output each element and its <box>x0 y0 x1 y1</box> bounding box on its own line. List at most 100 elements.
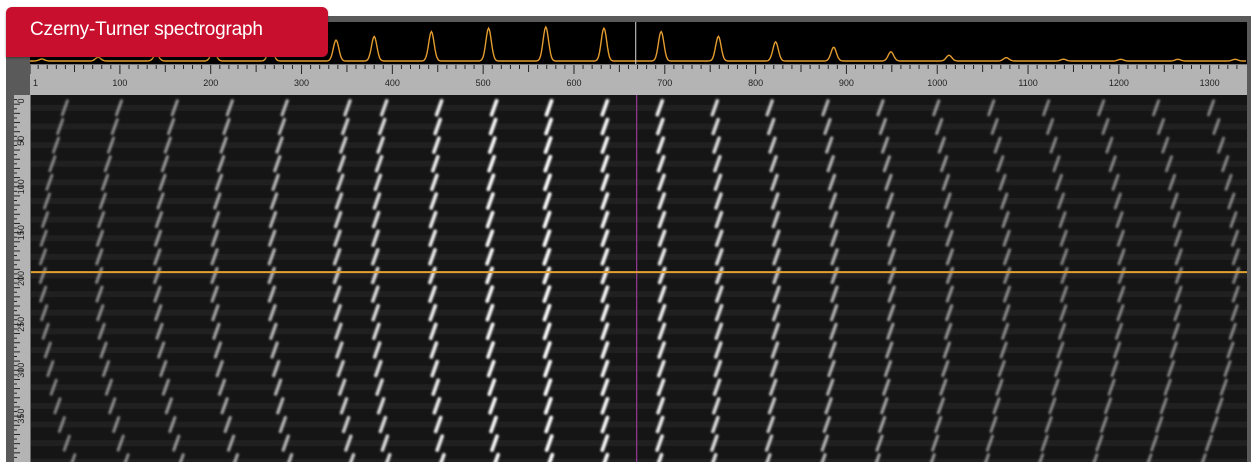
spectral-line-spot <box>878 117 887 136</box>
spectral-line-spot <box>711 117 720 136</box>
spectral-line-spot <box>375 378 384 396</box>
spectral-line-spot <box>486 359 496 378</box>
spectral-line-spot <box>876 99 885 117</box>
spectral-line-spot <box>821 99 830 117</box>
spectral-line-spot <box>95 229 105 247</box>
spectral-line-spot <box>487 154 496 173</box>
spectral-line-spot <box>1058 211 1067 229</box>
title-tab: Czerny-Turner spectrograph <box>6 7 328 57</box>
spectral-line-spot <box>655 415 665 434</box>
spectral-line-spot <box>1110 360 1119 378</box>
spectral-line-spot <box>768 136 777 154</box>
spectral-line-spot <box>828 192 838 210</box>
spectral-line-spot <box>43 341 52 359</box>
spectral-line-spot <box>210 266 219 285</box>
spectral-line-spot <box>714 341 723 359</box>
spectral-line-spot <box>770 341 780 359</box>
spectral-line-spot <box>600 303 610 322</box>
spectral-line-spot <box>1159 397 1168 415</box>
spectral-line-spot <box>1228 322 1237 340</box>
spectral-line-spot <box>489 415 498 434</box>
x-tick-label: 1200 <box>1109 78 1129 88</box>
spectral-line-spot <box>1117 267 1126 284</box>
spectral-line-spot <box>1105 136 1114 154</box>
spectral-line-spot <box>1173 229 1182 247</box>
spectral-line-spot <box>1058 322 1067 340</box>
ccd-image-canvas[interactable] <box>31 95 1247 462</box>
spectral-line-spot <box>935 117 944 136</box>
spectral-line-spot <box>600 173 610 192</box>
spectral-line-spot <box>333 229 342 247</box>
spectral-line-spot <box>772 248 781 266</box>
spectral-line-spot <box>826 155 835 173</box>
fiber-band <box>31 458 1247 462</box>
y-tick-label: 100 <box>16 179 26 194</box>
spectral-line-spot <box>160 155 169 173</box>
spectral-line-spot <box>485 247 494 266</box>
spectral-line-spot <box>992 397 1001 415</box>
spectral-line-spot <box>543 359 552 378</box>
y-tick-label: 0 <box>16 98 26 103</box>
spectral-line-spot <box>371 210 381 229</box>
spectral-line-spot <box>656 396 665 415</box>
spectral-line-spot <box>656 359 666 378</box>
spectral-line-spot <box>62 434 71 452</box>
spectral-line-spot <box>485 322 495 341</box>
spectral-lines <box>38 98 1241 462</box>
spectral-line-spot <box>1116 304 1125 322</box>
spectral-line-spot <box>600 415 610 434</box>
spectral-line-spot <box>428 247 437 266</box>
spectral-line-spot <box>770 173 779 192</box>
spectral-line-spot <box>542 266 552 285</box>
spectral-line-spot <box>713 154 722 173</box>
spectral-line-spot <box>600 285 610 303</box>
fiber-band <box>31 440 1247 447</box>
spectral-line-spot <box>267 248 276 266</box>
spectral-line-spot <box>1100 416 1108 433</box>
spectral-line-spot <box>428 229 438 248</box>
spectral-line-spot <box>378 415 388 434</box>
spectral-line-spot <box>825 136 834 154</box>
spectral-line-spot <box>488 117 498 136</box>
spectral-line-spot <box>1051 378 1060 396</box>
spectral-line-spot <box>1054 360 1063 378</box>
spectral-line-spot <box>1150 434 1159 452</box>
spectral-line-spot <box>380 434 390 452</box>
spectral-line-spot <box>341 117 350 136</box>
spectral-line-spot <box>544 415 554 434</box>
spectral-line-spot <box>490 434 499 452</box>
spectral-line-spot <box>771 303 781 322</box>
spectral-line-spot <box>485 285 495 303</box>
spectral-line-spot <box>885 192 894 210</box>
spectral-line-spot <box>931 434 940 452</box>
spectral-line-spot <box>1002 285 1012 303</box>
spectral-line-spot <box>101 360 111 378</box>
spectral-line-spot <box>217 378 227 396</box>
spectral-line-spot <box>600 136 610 154</box>
x-tick-label: 800 <box>748 78 763 88</box>
spectral-line-spot <box>428 285 437 303</box>
ccd-image-view[interactable] <box>31 95 1247 462</box>
fiber-band <box>31 291 1247 298</box>
spectral-line-spot <box>96 304 105 322</box>
spectral-line-spot <box>337 154 346 173</box>
spectral-line-spot <box>376 397 386 415</box>
fiber-band <box>31 253 1247 260</box>
spectral-line-spot <box>1174 285 1183 303</box>
spectral-line-spot <box>934 415 943 434</box>
spectral-line-spot <box>1174 248 1183 266</box>
spectral-line-spot <box>485 210 495 229</box>
spectral-line-spot <box>885 341 894 359</box>
spectral-line-spot <box>714 192 723 210</box>
spectral-line-spot <box>942 341 951 359</box>
fiber-band <box>31 346 1247 353</box>
spectral-line-spot <box>1232 267 1241 284</box>
horizontal-pixel-ruler: 1 100 200 300 400 500 600 700 800 900 1000 1100 1200… <box>30 64 1247 96</box>
spectral-line-spot <box>212 322 221 340</box>
x-tick-label: 600 <box>566 78 581 88</box>
spectral-line-spot <box>543 154 553 173</box>
x-tick-label: 700 <box>657 78 672 88</box>
spectral-line-spot <box>114 99 124 117</box>
y-tick-label: 50 <box>16 136 26 146</box>
spectral-line-spot <box>339 136 348 154</box>
